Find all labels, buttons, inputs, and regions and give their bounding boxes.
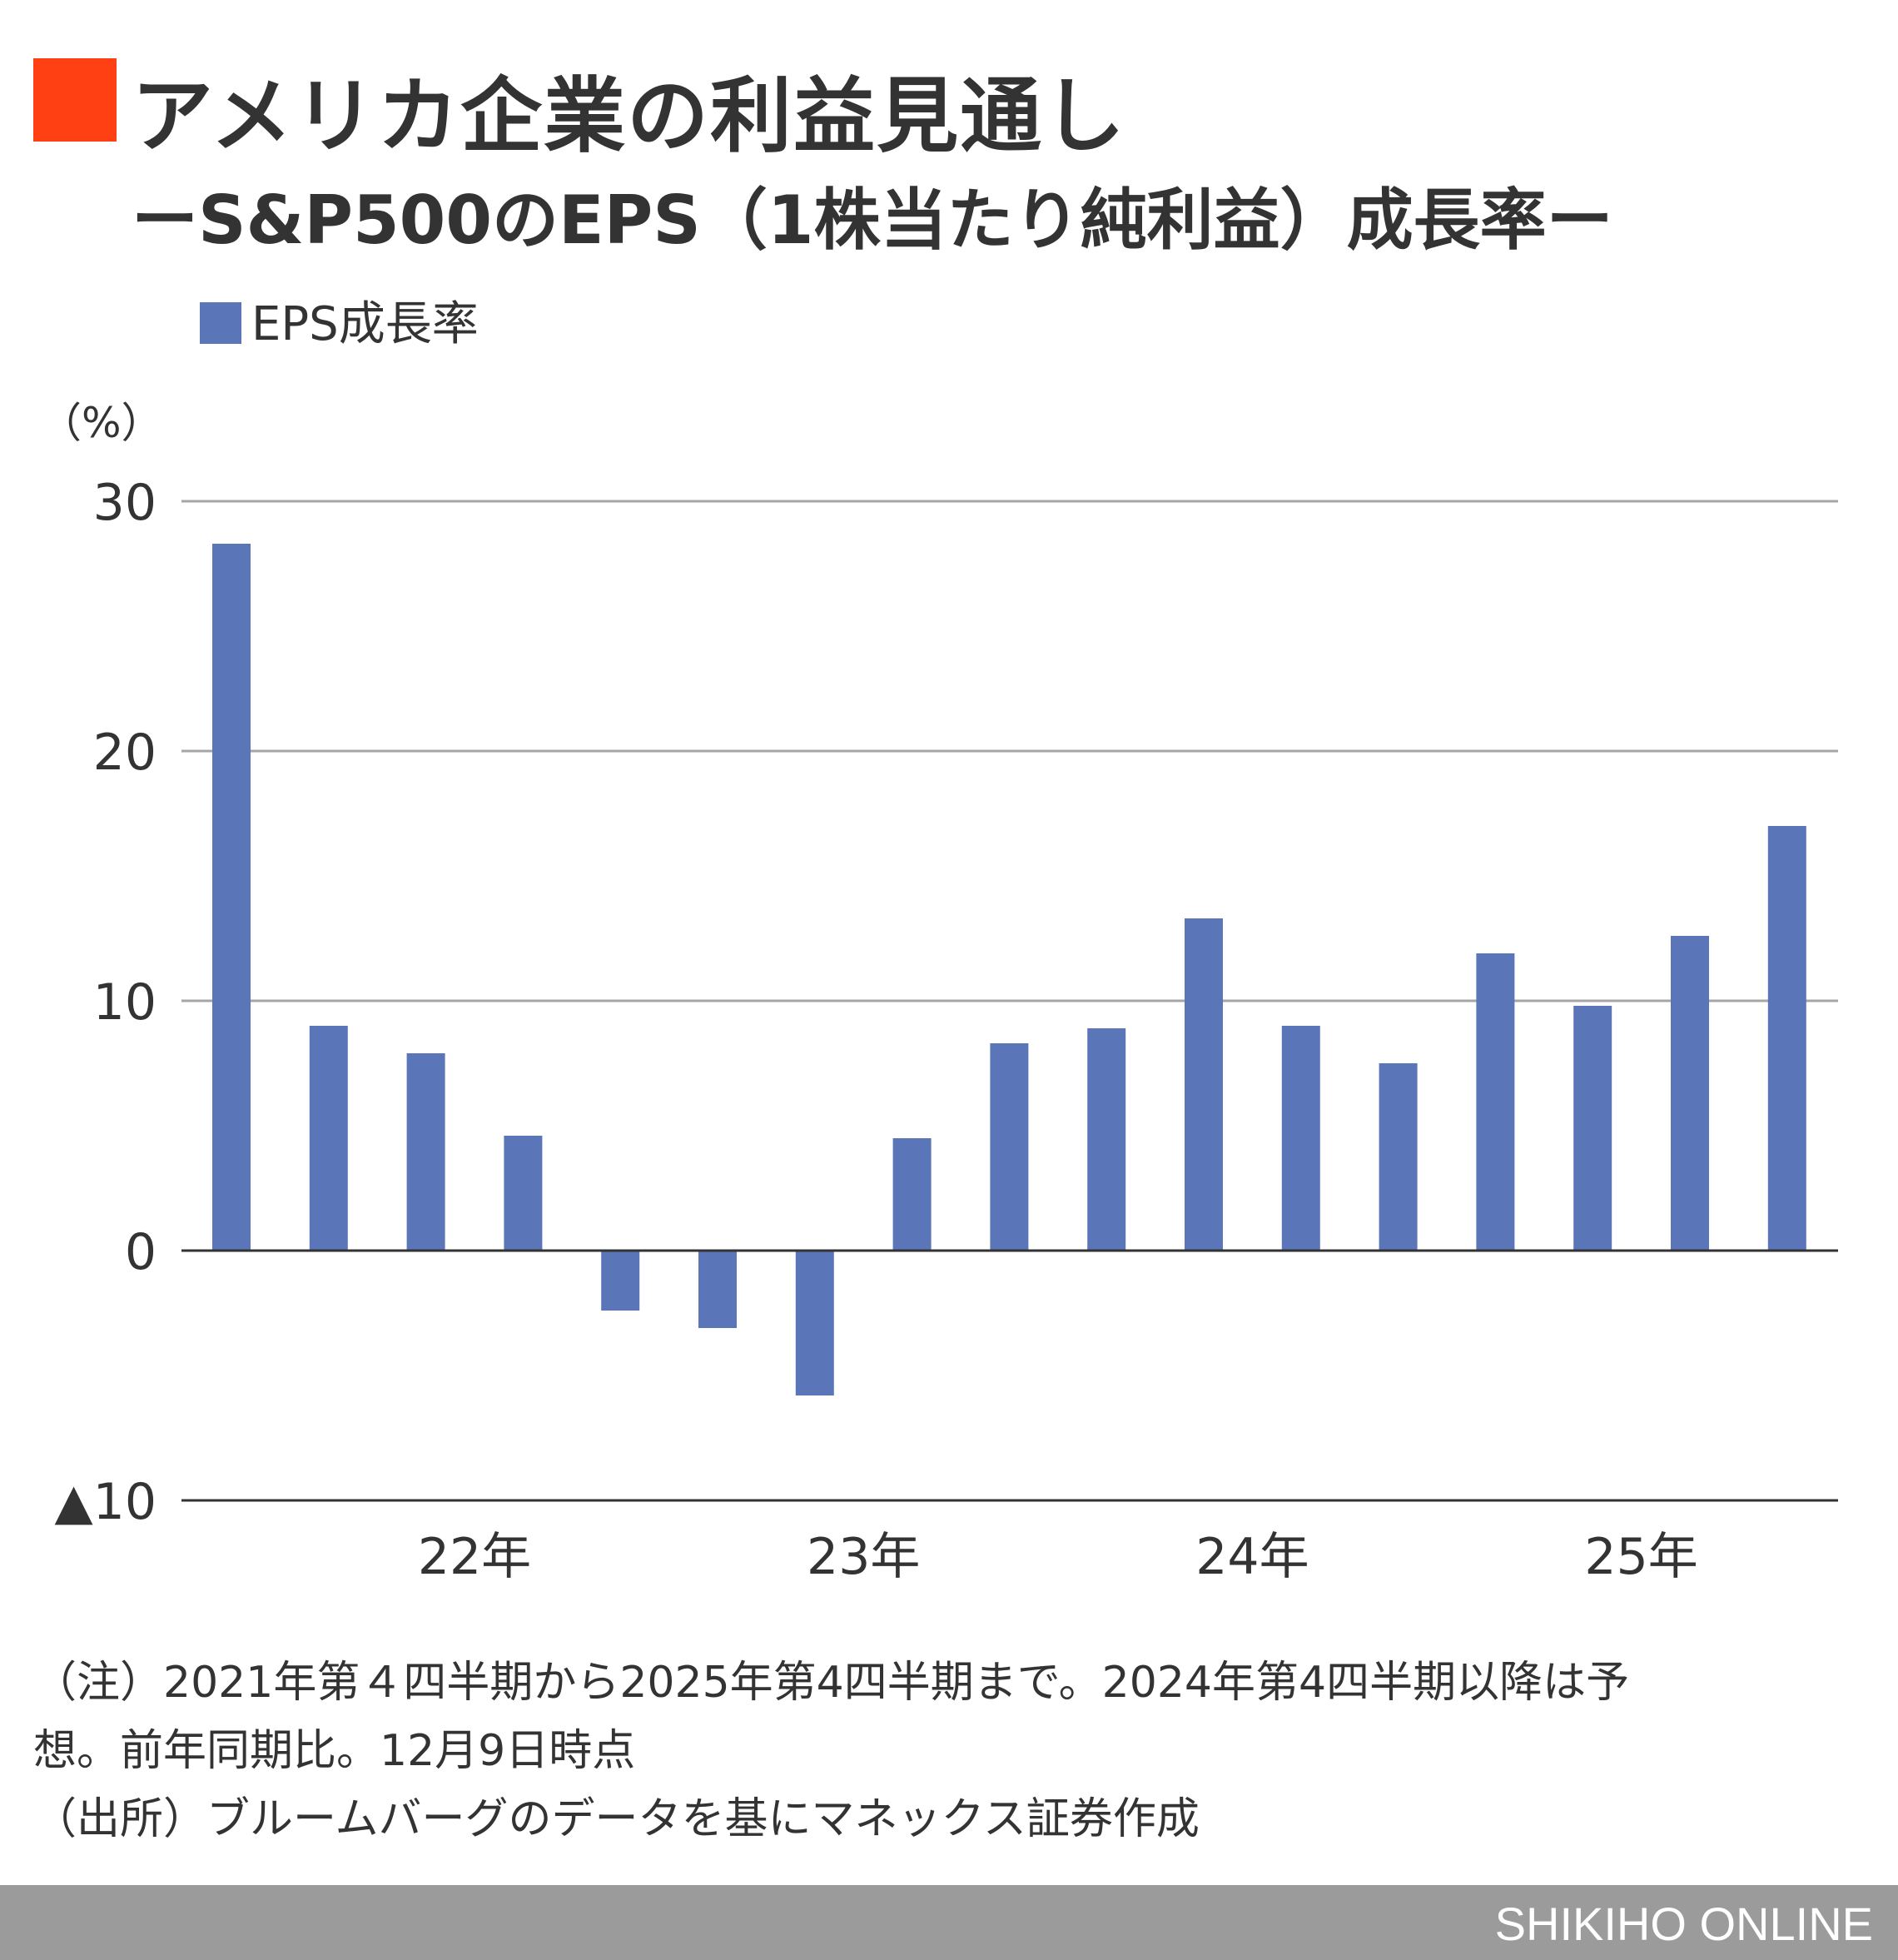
bar	[504, 1136, 543, 1251]
bar	[212, 544, 251, 1251]
bar	[1476, 953, 1515, 1251]
title-accent-square	[33, 58, 117, 142]
bar	[698, 1251, 737, 1328]
footer-brand: SHIKIHO ONLINE	[1494, 1898, 1873, 1950]
bar	[1281, 1026, 1320, 1251]
bars	[181, 544, 1838, 1395]
chart-legend: EPS成長率	[200, 297, 479, 351]
note-line-1: （注）2021年第４四半期から2025年第4四半期まで。2024年第4四半期以降…	[33, 1658, 1630, 1708]
bar	[892, 1138, 932, 1251]
bar	[309, 1026, 348, 1251]
bar	[1767, 826, 1806, 1251]
legend-label: EPS成長率	[251, 297, 479, 351]
y-tick-label: 20	[93, 724, 157, 782]
chart-title: アメリカ企業の利益見通し	[132, 69, 1127, 164]
bar	[1087, 1028, 1126, 1251]
y-tick-label: 0	[125, 1223, 157, 1281]
bar	[1573, 1006, 1612, 1251]
chart-subtitle: ーS&P500のEPS（1株当たり純利益）成長率ー	[132, 182, 1613, 259]
grid-lines	[181, 500, 1838, 1502]
bar	[990, 1043, 1029, 1251]
x-group-label: 22年	[418, 1528, 531, 1586]
x-group-label: 24年	[1195, 1528, 1309, 1586]
bar	[1379, 1063, 1418, 1251]
x-axis-labels: 22年 23年 24年 25年	[418, 1528, 1698, 1586]
x-group-label: 23年	[807, 1528, 920, 1586]
y-tick-label: 10	[93, 973, 157, 1032]
y-tick-label: 30	[93, 474, 157, 532]
legend-swatch	[200, 302, 241, 344]
y-tick-label: ▲10	[55, 1473, 157, 1531]
eps-growth-bar-chart: EPS成長率 （%） 30 20 10 0 ▲10 22年 23年 24年 25年	[40, 297, 1838, 1586]
bar	[1185, 918, 1223, 1251]
note-line-2: 想。前年同期比。12月9日時点	[33, 1726, 636, 1776]
x-group-label: 25年	[1584, 1528, 1697, 1586]
bar	[1671, 936, 1709, 1251]
footer-bar: SHIKIHO ONLINE	[0, 1885, 1898, 1960]
source-line: （出所）ブルームバーグのデータを基にマネックス証券作成	[33, 1794, 1200, 1844]
y-axis-ticks: 30 20 10 0 ▲10	[55, 474, 157, 1531]
bar	[406, 1053, 445, 1251]
chart-notes: （注）2021年第４四半期から2025年第4四半期まで。2024年第4四半期以降…	[33, 1649, 1865, 1853]
bar	[601, 1251, 640, 1311]
y-axis-unit-label: （%）	[40, 399, 163, 447]
bar	[795, 1251, 834, 1395]
